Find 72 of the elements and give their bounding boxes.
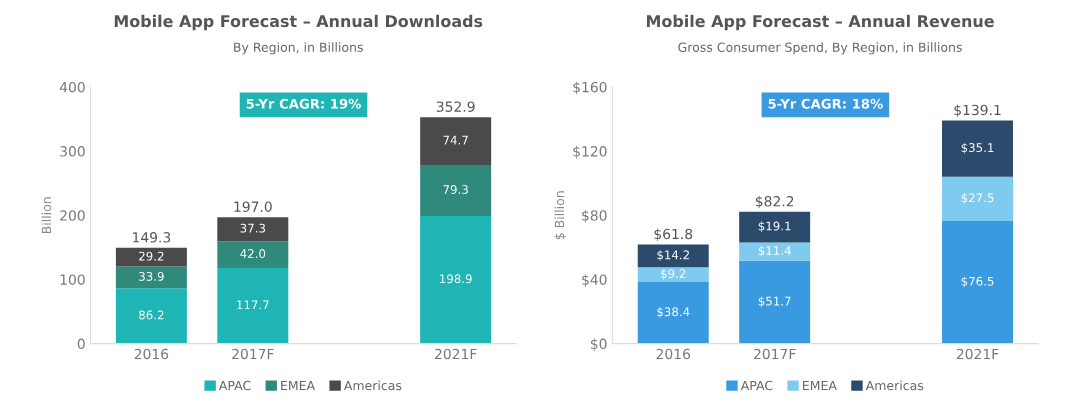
data-label: 29.2	[139, 251, 164, 261]
y-tick-label: 200	[60, 210, 85, 221]
data-label: 79.3	[443, 185, 468, 194]
y-tick-label: 400	[59, 81, 85, 93]
bar	[115, 288, 187, 344]
x-tick-label: 2016	[656, 348, 691, 360]
bar	[217, 268, 289, 344]
legend-label: Americas	[865, 380, 924, 391]
x-tick-label: 2017F	[232, 348, 274, 360]
data-label: $9.2	[661, 268, 686, 280]
data-label: $14.2	[657, 250, 689, 261]
bar	[942, 220, 1014, 344]
chart-title: Mobile App Forecast – Annual Revenue	[646, 14, 994, 31]
y-tick-label: 0	[77, 338, 85, 350]
y-tick-label: $0	[590, 338, 607, 351]
total-label: $139.1	[954, 104, 1001, 118]
legend-label: EMEA	[803, 380, 837, 391]
data-label: $76.5	[961, 276, 994, 288]
bar	[942, 176, 1014, 221]
y-tick-label: $120	[573, 145, 607, 159]
x-tick-label: 2021F	[435, 348, 477, 360]
y-tick-label: 100	[60, 274, 85, 285]
x-tick-label: 2016	[134, 348, 169, 360]
bar	[942, 120, 1014, 177]
annotation: 5-Yr CAGR: 19%	[246, 98, 361, 109]
y-tick-label: 300	[60, 146, 85, 157]
data-label: 117.7	[237, 300, 269, 310]
annotation: 5-Yr CAGR: 18%	[768, 98, 883, 109]
x-tick-label: 2021F	[956, 348, 999, 360]
total-label: 149.3	[133, 232, 171, 243]
data-label: $51.7	[758, 296, 791, 308]
data-label: $27.5	[961, 193, 994, 204]
bar	[420, 117, 492, 166]
data-label: $35.1	[961, 142, 994, 154]
data-label: $11.4	[758, 245, 791, 257]
total-label: 197.0	[234, 201, 272, 212]
data-label: 198.9	[440, 274, 472, 284]
data-label: 42.0	[240, 249, 266, 259]
legend-label: Americas	[343, 380, 402, 391]
chart-title: Mobile App Forecast – Annual Downloads	[114, 14, 483, 31]
y-axis-title: $ Billion	[554, 191, 566, 240]
y-tick-label: $40	[582, 274, 607, 287]
data-label: 33.9	[139, 271, 164, 281]
bar	[739, 260, 811, 344]
data-label: 86.2	[139, 310, 164, 320]
data-label: 37.3	[240, 223, 266, 233]
legend-label: EMEA	[281, 380, 315, 391]
x-tick-label: 2017F	[754, 348, 796, 360]
total-label: 352.9	[436, 101, 475, 112]
y-axis-title: Billion	[41, 197, 52, 234]
total-label: $82.2	[755, 195, 794, 209]
bar	[739, 242, 811, 261]
data-label: 74.7	[443, 135, 468, 145]
chart-subtitle: By Region, in Billions	[234, 42, 363, 55]
chart-subtitle: Gross Consumer Spend, By Region, in Billions	[678, 42, 962, 55]
legend-label: APAC	[218, 380, 251, 391]
bar	[637, 244, 709, 268]
bar	[115, 266, 187, 289]
data-label: $19.1	[758, 221, 791, 233]
data-label: $38.4	[657, 307, 690, 318]
total-label: $61.8	[654, 228, 693, 242]
bar	[637, 267, 709, 283]
y-tick-label: $160	[573, 81, 607, 95]
bar	[115, 247, 187, 267]
bar	[420, 165, 492, 216]
legend-label: APAC	[740, 380, 773, 391]
bar	[217, 217, 289, 242]
y-tick-label: $80	[582, 210, 607, 223]
bar	[217, 241, 289, 269]
bar	[637, 282, 709, 344]
bar	[420, 215, 492, 344]
bar	[739, 211, 811, 243]
